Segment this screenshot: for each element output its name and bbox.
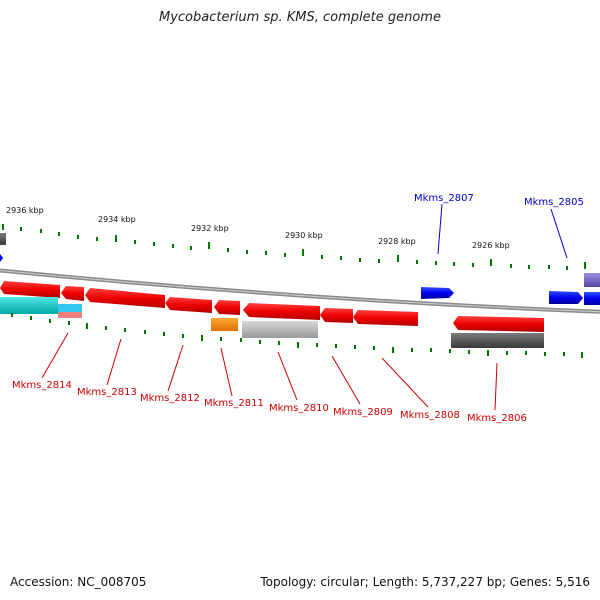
gene-feature: [85, 288, 165, 308]
gene-feature: [243, 303, 320, 320]
gene-label-mkms-2811[interactable]: Mkms_2811: [204, 398, 264, 409]
gene-label-mkms-2810[interactable]: Mkms_2810: [269, 403, 329, 414]
scale-label: 2932 kbp: [191, 224, 229, 233]
gene-feature: [584, 273, 600, 287]
map-title: Mycobacterium sp. KMS, complete genome: [159, 10, 441, 25]
gene-feature: [165, 297, 212, 313]
outer-scale-ticks: [2, 224, 586, 270]
scale-label: 2934 kbp: [98, 215, 136, 224]
forward-genes: [0, 233, 600, 305]
reverse-genes: [0, 281, 544, 348]
gene-feature: [0, 254, 3, 262]
gene-label-mkms-2813[interactable]: Mkms_2813: [77, 387, 137, 398]
topology-info: Topology: circular; Length: 5,737,227 bp…: [260, 575, 590, 589]
gene-label-mkms-2805[interactable]: Mkms_2805: [524, 197, 584, 208]
gene-feature: [0, 297, 58, 314]
inner-scale-ticks: [11, 313, 583, 358]
gene-feature: [584, 292, 600, 305]
gene-label-mkms-2806[interactable]: Mkms_2806: [467, 413, 527, 424]
gene-feature: [58, 304, 82, 312]
gene-feature: [242, 321, 318, 338]
gene-label-mkms-2812[interactable]: Mkms_2812: [140, 393, 200, 404]
gene-feature: [214, 300, 240, 315]
gene-feature: [453, 316, 544, 332]
accession-info: Accession: NC_008705: [10, 575, 147, 589]
gene-feature: [61, 286, 84, 301]
gene-label-mkms-2814[interactable]: Mkms_2814: [12, 380, 72, 391]
gene-feature: [320, 308, 353, 323]
gene-feature: [549, 291, 583, 304]
scale-label: 2928 kbp: [378, 237, 416, 246]
gene-feature: [451, 333, 544, 348]
scale-label: 2930 kbp: [285, 231, 323, 240]
gene-feature: [421, 287, 454, 299]
reverse-leader-lines: [41, 332, 498, 411]
gene-feature: [353, 310, 418, 326]
forward-leader-lines: [437, 203, 568, 259]
scale-label: 2936 kbp: [6, 206, 44, 215]
gene-feature: [0, 281, 60, 298]
gene-label-mkms-2807[interactable]: Mkms_2807: [414, 193, 474, 204]
gene-label-mkms-2809[interactable]: Mkms_2809: [333, 407, 393, 418]
gene-feature: [0, 233, 6, 245]
scale-label: 2926 kbp: [472, 241, 510, 250]
gene-feature: [211, 318, 238, 331]
gene-feature: [58, 312, 82, 318]
gene-label-mkms-2808[interactable]: Mkms_2808: [400, 410, 460, 421]
